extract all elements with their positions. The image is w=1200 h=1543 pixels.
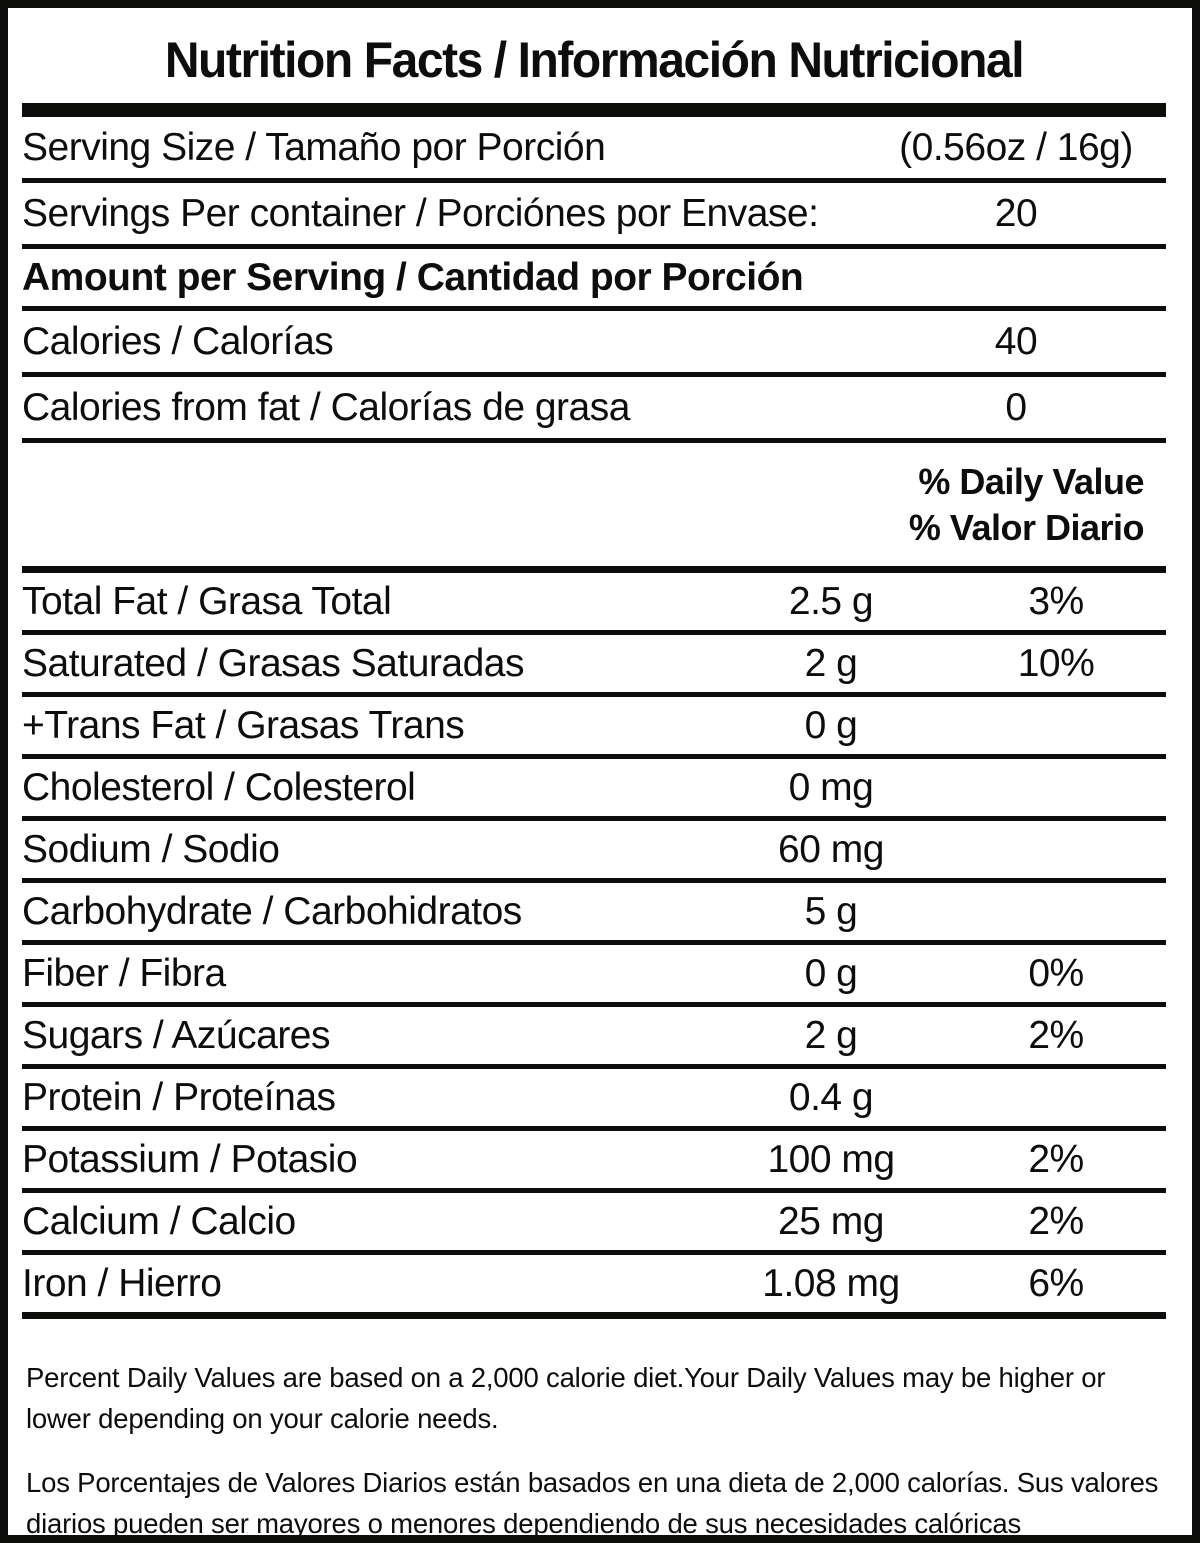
amount-per-serving-heading: Amount per Serving / Cantidad por Porció… <box>22 255 804 299</box>
nutrient-label: Calcium / Calcio <box>22 1200 296 1244</box>
amount-per-serving-heading-row: Amount per Serving / Cantidad por Porció… <box>22 249 1166 311</box>
label-title: Nutrition Facts / Información Nutriciona… <box>164 32 1025 88</box>
footnote-english: Percent Daily Values are based on a 2,00… <box>26 1362 1106 1435</box>
nutrient-row: Sodium / Sodio 60 mg <box>22 821 1166 884</box>
nutrient-percent: 2% <box>1028 1138 1084 1182</box>
calories-row: Calories / Calorías 40 <box>22 311 1166 377</box>
daily-value-heading: % Daily Value % Valor Diario <box>22 443 1166 574</box>
nutrient-row: +Trans Fat / Grasas Trans 0 g <box>22 697 1166 760</box>
nutrient-amount: 0 mg <box>788 766 874 810</box>
nutrient-row: Sugars / Azúcares 2 g 2% <box>22 1007 1166 1070</box>
nutrient-label: Sodium / Sodio <box>22 828 280 872</box>
daily-value-heading-spanish: % Valor Diario <box>908 507 1145 549</box>
nutrient-label: Total Fat / Grasa Total <box>22 580 392 624</box>
nutrient-row: Protein / Proteínas 0.4 g <box>22 1069 1166 1132</box>
nutrient-row: Potassium / Potasio 100 mg 2% <box>22 1131 1166 1194</box>
serving-size-value: (0.56oz / 16g) <box>899 125 1133 169</box>
nutrient-row: Calcium / Calcio 25 mg 2% <box>22 1193 1166 1256</box>
serving-size-label: Serving Size / Tamaño por Porción <box>22 125 606 169</box>
nutrient-percent: 10% <box>1017 642 1095 686</box>
serving-size-row: Serving Size / Tamaño por Porción (0.56o… <box>22 117 1166 183</box>
nutrient-label: Fiber / Fibra <box>22 952 226 996</box>
nutrient-percent: 3% <box>1028 580 1084 624</box>
nutrient-row: Carbohydrate / Carbohidratos 5 g <box>22 883 1166 946</box>
nutrient-amount: 5 g <box>804 890 858 934</box>
nutrient-percent: 2% <box>1028 1014 1084 1058</box>
nutrient-label: Protein / Proteínas <box>22 1076 336 1120</box>
calories-label: Calories / Calorías <box>22 319 334 363</box>
nutrient-amount: 0 g <box>804 952 858 996</box>
nutrient-row: Fiber / Fibra 0 g 0% <box>22 945 1166 1008</box>
calories-from-fat-row: Calories from fat / Calorías de grasa 0 <box>22 377 1166 443</box>
servings-per-container-row: Servings Per container / Porciónes por E… <box>22 183 1166 249</box>
nutrient-label: Cholesterol / Colesterol <box>22 766 416 810</box>
nutrient-amount: 60 mg <box>778 828 884 872</box>
calories-value: 40 <box>994 319 1038 363</box>
nutrient-amount: 2 g <box>804 1014 858 1058</box>
nutrient-label: Saturated / Grasas Saturadas <box>22 642 524 686</box>
daily-value-heading-english: % Daily Value <box>918 460 1144 502</box>
nutrient-label: Potassium / Potasio <box>22 1138 358 1182</box>
nutrient-amount: 1.08 mg <box>762 1262 900 1306</box>
nutrient-row: Cholesterol / Colesterol 0 mg <box>22 759 1166 822</box>
servings-per-container-value: 20 <box>994 191 1038 235</box>
nutrient-label: Iron / Hierro <box>22 1262 222 1306</box>
nutrient-label: Carbohydrate / Carbohidratos <box>22 890 522 934</box>
nutrient-percent: 2% <box>1028 1200 1084 1244</box>
nutrient-percent: 0% <box>1028 952 1084 996</box>
nutrient-amount: 100 mg <box>767 1138 895 1182</box>
nutrient-label: +Trans Fat / Grasas Trans <box>22 704 465 748</box>
calories-from-fat-label: Calories from fat / Calorías de grasa <box>22 385 630 429</box>
nutrient-amount: 0 g <box>804 704 858 748</box>
nutrient-amount: 2 g <box>804 642 858 686</box>
calories-from-fat-value: 0 <box>1005 385 1027 429</box>
title-divider-bar <box>22 102 1166 117</box>
nutrient-percent: 6% <box>1028 1262 1084 1306</box>
nutrient-amount: 25 mg <box>778 1200 884 1244</box>
nutrient-amount: 0.4 g <box>788 1076 874 1120</box>
nutrient-amount: 2.5 g <box>788 580 874 624</box>
servings-per-container-label: Servings Per container / Porciónes por E… <box>22 191 819 235</box>
footnote-spanish: Los Porcentajes de Valores Diarios están… <box>26 1466 1159 1539</box>
nutrient-row: Total Fat / Grasa Total 2.5 g 3% <box>22 573 1166 636</box>
nutrient-row: Iron / Hierro 1.08 mg 6% <box>22 1255 1166 1320</box>
nutrient-label: Sugars / Azúcares <box>22 1014 331 1058</box>
nutrient-table: Total Fat / Grasa Total 2.5 g 3% Saturat… <box>22 573 1166 1320</box>
nutrient-row: Saturated / Grasas Saturadas 2 g 10% <box>22 635 1166 698</box>
